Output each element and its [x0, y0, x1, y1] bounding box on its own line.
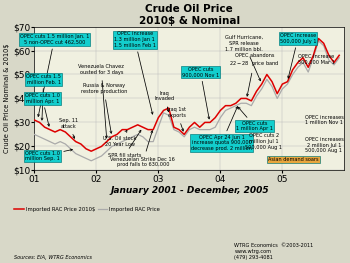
Text: OPEC increases
1 million Nov 1: OPEC increases 1 million Nov 1 [304, 115, 343, 125]
Text: Venezuelan Strike Dec 16
prod falls to 630,000: Venezuelan Strike Dec 16 prod falls to 6… [110, 131, 175, 167]
Text: Iraq
Invaded: Iraq Invaded [154, 91, 175, 112]
X-axis label: January 2001 - December, 2005: January 2001 - December, 2005 [110, 186, 269, 195]
Text: Asian demand soars: Asian demand soars [268, 157, 319, 162]
Text: Venezuela Chavez
ousted for 3 days: Venezuela Chavez ousted for 3 days [78, 64, 124, 138]
Text: OPEC cuts 1.0
million Sep. 1: OPEC cuts 1.0 million Sep. 1 [25, 149, 72, 161]
Text: SPR fill starts: SPR fill starts [107, 130, 141, 159]
Text: OPEC cuts
900,000 Nov 1: OPEC cuts 900,000 Nov 1 [182, 67, 219, 119]
Title: Crude Oil Price
2010$ & Nominal: Crude Oil Price 2010$ & Nominal [139, 4, 240, 26]
Text: OPEC increase
500,000 July 1: OPEC increase 500,000 July 1 [280, 33, 316, 78]
Text: OPEC increase
500,000 Mar 1: OPEC increase 500,000 Mar 1 [298, 53, 335, 64]
Legend: Imported RAC Price 2010$, Imported RAC Price: Imported RAC Price 2010$, Imported RAC P… [12, 205, 162, 214]
Text: OPEC cuts
1 million Apr 1: OPEC cuts 1 million Apr 1 [236, 107, 273, 132]
Text: Gulf Hurricane,
SPR release
1.7 million bbl.: Gulf Hurricane, SPR release 1.7 million … [225, 35, 263, 81]
Y-axis label: Crude Oil Price Nominal & 2010$: Crude Oil Price Nominal & 2010$ [4, 44, 10, 153]
Text: Sep. 11
attack: Sep. 11 attack [59, 118, 78, 138]
Text: OPEC increases
2 million Jul 1
500,000 Aug 1: OPEC increases 2 million Jul 1 500,000 A… [304, 137, 343, 154]
Text: OPEC cuts 2
million Jul 1
500,000 Aug 1: OPEC cuts 2 million Jul 1 500,000 Aug 1 [245, 133, 282, 150]
Text: Sources: EIA, WTRG Economics: Sources: EIA, WTRG Economics [14, 255, 92, 260]
Text: OPEC increase
1.3 million Jan 1
1.5 million Feb 1: OPEC increase 1.3 million Jan 1 1.5 mill… [114, 31, 156, 114]
Text: OPEC Apr 24 Jun 1
increase quota 900,000
decrease prod. 2 million: OPEC Apr 24 Jun 1 increase quota 900,000… [191, 107, 252, 151]
Text: OPEC cuts 1.5 million Jan. 1
5 non-OPEC cut 462,500: OPEC cuts 1.5 million Jan. 1 5 non-OPEC … [20, 34, 89, 117]
Text: WTRG Economics  ©2003-2011
www.wtrg.com
(479) 293-4081: WTRG Economics ©2003-2011 www.wtrg.com (… [234, 243, 314, 260]
Text: OPEC cuts 1.0
million Apr. 1: OPEC cuts 1.0 million Apr. 1 [25, 93, 60, 126]
Text: OPEC abandons
$22-$28  price band: OPEC abandons $22-$28 price band [229, 53, 280, 96]
Text: Iraq 1st
exports: Iraq 1st exports [167, 108, 187, 131]
Text: Russia & Norway
restore production: Russia & Norway restore production [80, 83, 127, 133]
Text: OPEC cuts 1.5
million Feb. 1: OPEC cuts 1.5 million Feb. 1 [26, 74, 61, 120]
Text: U.S. Oil stock
20 Year Low: U.S. Oil stock 20 Year Low [103, 130, 136, 147]
